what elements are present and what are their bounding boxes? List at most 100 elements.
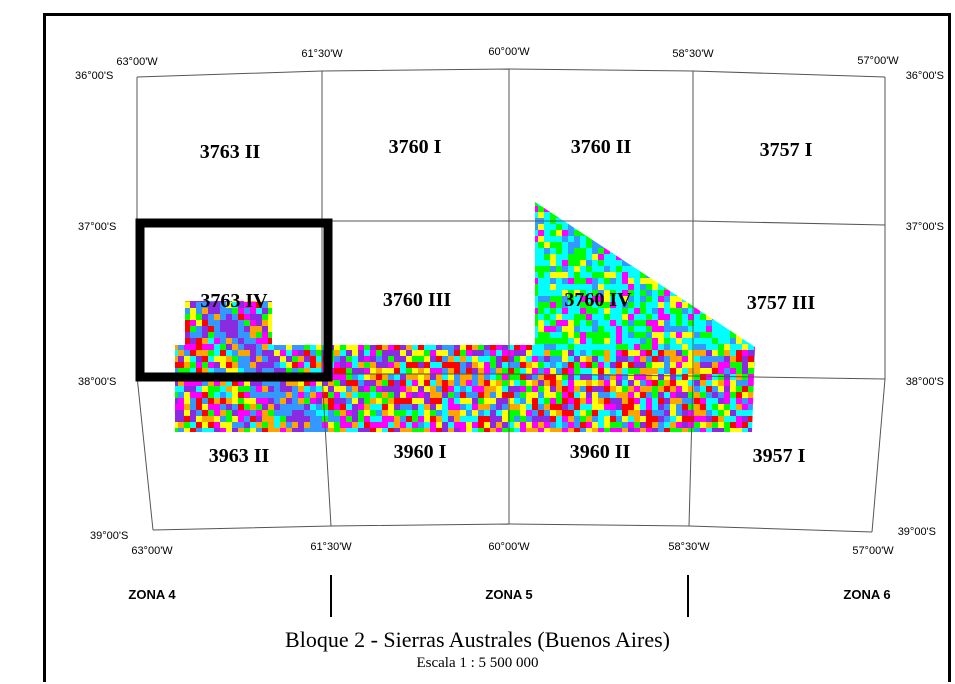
raster-cell	[634, 386, 640, 392]
raster-cell	[502, 356, 508, 362]
raster-cell	[214, 278, 220, 284]
raster-cell	[220, 356, 226, 362]
raster-cell	[544, 290, 550, 296]
raster-cell	[556, 260, 562, 266]
raster-cell	[274, 212, 280, 218]
raster-cell	[694, 320, 700, 326]
raster-cell	[664, 356, 670, 362]
raster-cell	[208, 206, 214, 212]
raster-cell	[496, 302, 502, 308]
raster-cell	[508, 404, 514, 410]
raster-cell	[175, 314, 178, 320]
raster-cell	[652, 338, 658, 344]
raster-cell	[514, 206, 520, 212]
raster-cell	[514, 296, 520, 302]
raster-cell	[616, 344, 622, 350]
raster-cell	[340, 422, 346, 428]
raster-cell	[376, 296, 382, 302]
raster-cell	[478, 230, 484, 236]
raster-cell	[502, 260, 508, 266]
raster-cell	[208, 242, 214, 248]
raster-cell	[412, 326, 418, 332]
raster-cell	[346, 284, 352, 290]
raster-cell	[712, 410, 718, 416]
raster-cell	[580, 224, 586, 230]
raster-cell	[472, 314, 478, 320]
raster-cell	[484, 202, 490, 206]
raster-cell	[664, 416, 670, 422]
raster-cell	[748, 392, 754, 398]
raster-cell	[604, 404, 610, 410]
raster-cell	[682, 326, 688, 332]
raster-cell	[340, 326, 346, 332]
raster-cell	[532, 386, 538, 392]
raster-cell	[184, 290, 190, 296]
raster-cell	[310, 242, 316, 248]
raster-cell	[244, 416, 250, 422]
raster-cell	[412, 206, 418, 212]
raster-cell	[724, 302, 730, 308]
raster-cell	[568, 272, 574, 278]
raster-cell	[256, 362, 262, 368]
raster-cell	[622, 266, 628, 272]
raster-cell	[688, 392, 694, 398]
raster-cell	[586, 362, 592, 368]
raster-cell	[460, 260, 466, 266]
raster-cell	[688, 302, 694, 308]
raster-cell	[742, 236, 748, 242]
raster-cell	[526, 386, 532, 392]
raster-cell	[478, 392, 484, 398]
raster-cell	[562, 272, 568, 278]
raster-cell	[634, 434, 640, 440]
raster-cell	[676, 386, 682, 392]
raster-cell	[592, 410, 598, 416]
raster-cell	[682, 236, 688, 242]
raster-cell	[286, 248, 292, 254]
raster-cell	[604, 278, 610, 284]
raster-cell	[244, 248, 250, 254]
raster-cell	[310, 326, 316, 332]
raster-cell	[262, 236, 268, 242]
raster-cell	[568, 428, 574, 432]
raster-cell	[388, 416, 394, 422]
raster-cell	[304, 350, 310, 356]
raster-cell	[232, 272, 238, 278]
raster-cell	[418, 272, 424, 278]
raster-cell	[550, 242, 556, 248]
raster-cell	[388, 260, 394, 266]
raster-cell	[202, 344, 208, 350]
raster-cell	[676, 296, 682, 302]
raster-cell	[538, 434, 544, 440]
raster-cell	[574, 428, 580, 432]
raster-cell	[190, 362, 196, 368]
raster-cell	[700, 290, 706, 296]
raster-cell	[484, 374, 490, 380]
raster-cell	[484, 260, 490, 266]
raster-cell	[508, 356, 514, 362]
raster-cell	[640, 266, 646, 272]
raster-cell	[556, 356, 562, 362]
raster-cell	[352, 422, 358, 428]
raster-cell	[292, 266, 298, 272]
raster-cell	[292, 202, 298, 206]
raster-cell	[730, 398, 736, 404]
raster-cell	[394, 278, 400, 284]
raster-cell	[208, 272, 214, 278]
raster-cell	[610, 302, 616, 308]
raster-cell	[712, 356, 718, 362]
raster-cell	[316, 362, 322, 368]
raster-cell	[544, 344, 550, 350]
raster-cell	[502, 368, 508, 374]
raster-cell	[628, 386, 634, 392]
raster-cell	[658, 434, 664, 440]
raster-cell	[244, 230, 250, 236]
raster-cell	[544, 272, 550, 278]
raster-cell	[430, 386, 436, 392]
raster-cell	[646, 368, 652, 374]
raster-cell	[616, 236, 622, 242]
raster-cell	[682, 260, 688, 266]
raster-cell	[610, 368, 616, 374]
raster-cell	[700, 410, 706, 416]
raster-cell	[430, 374, 436, 380]
raster-cell	[190, 326, 196, 332]
